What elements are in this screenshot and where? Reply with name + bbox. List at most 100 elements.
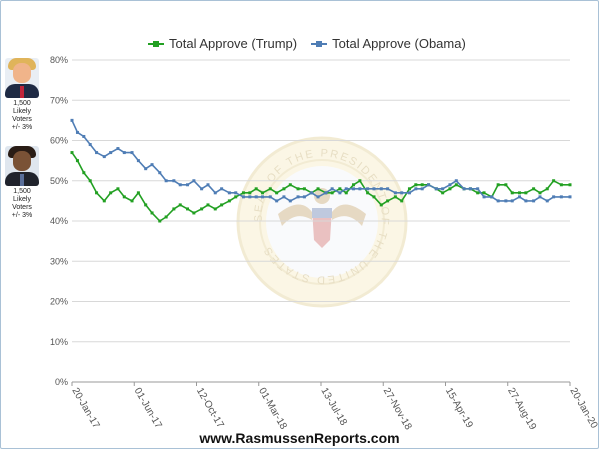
data-point[interactable] bbox=[420, 183, 424, 187]
data-point[interactable] bbox=[358, 187, 362, 191]
data-point[interactable] bbox=[462, 187, 466, 191]
data-point[interactable] bbox=[192, 179, 196, 183]
data-point[interactable] bbox=[330, 191, 334, 195]
data-point[interactable] bbox=[490, 195, 494, 199]
data-point[interactable] bbox=[532, 199, 536, 203]
data-point[interactable] bbox=[122, 151, 126, 155]
data-point[interactable] bbox=[116, 187, 120, 191]
data-point[interactable] bbox=[158, 219, 162, 223]
data-point[interactable] bbox=[407, 191, 411, 195]
data-point[interactable] bbox=[496, 199, 500, 203]
data-point[interactable] bbox=[448, 183, 452, 187]
data-point[interactable] bbox=[241, 191, 245, 195]
data-point[interactable] bbox=[227, 191, 231, 195]
data-point[interactable] bbox=[234, 195, 238, 199]
data-point[interactable] bbox=[468, 187, 472, 191]
data-point[interactable] bbox=[427, 183, 431, 187]
data-point[interactable] bbox=[164, 179, 168, 183]
data-point[interactable] bbox=[482, 191, 486, 195]
data-point[interactable] bbox=[102, 199, 106, 203]
data-point[interactable] bbox=[241, 195, 245, 199]
data-point[interactable] bbox=[186, 183, 190, 187]
data-point[interactable] bbox=[116, 147, 120, 151]
data-point[interactable] bbox=[172, 179, 176, 183]
data-point[interactable] bbox=[366, 191, 370, 195]
data-point[interactable] bbox=[386, 199, 390, 203]
data-point[interactable] bbox=[344, 191, 348, 195]
data-point[interactable] bbox=[330, 187, 334, 191]
data-point[interactable] bbox=[70, 151, 74, 155]
data-point[interactable] bbox=[386, 187, 390, 191]
data-point[interactable] bbox=[82, 171, 86, 175]
data-point[interactable] bbox=[130, 151, 134, 155]
data-point[interactable] bbox=[441, 187, 445, 191]
data-point[interactable] bbox=[518, 195, 522, 199]
data-point[interactable] bbox=[164, 215, 168, 219]
data-point[interactable] bbox=[559, 195, 563, 199]
data-point[interactable] bbox=[282, 195, 286, 199]
data-point[interactable] bbox=[568, 195, 572, 199]
data-point[interactable] bbox=[372, 195, 376, 199]
legend-item-obama[interactable]: Total Approve (Obama) bbox=[311, 36, 466, 51]
data-point[interactable] bbox=[109, 191, 113, 195]
data-point[interactable] bbox=[248, 191, 252, 195]
data-point[interactable] bbox=[552, 195, 556, 199]
data-point[interactable] bbox=[178, 203, 182, 207]
data-point[interactable] bbox=[275, 191, 279, 195]
data-point[interactable] bbox=[448, 187, 452, 191]
data-point[interactable] bbox=[75, 130, 79, 134]
data-point[interactable] bbox=[420, 187, 424, 191]
data-point[interactable] bbox=[200, 207, 204, 211]
data-point[interactable] bbox=[504, 199, 508, 203]
data-point[interactable] bbox=[150, 211, 154, 215]
data-point[interactable] bbox=[268, 195, 272, 199]
data-point[interactable] bbox=[366, 187, 370, 191]
data-point[interactable] bbox=[434, 187, 438, 191]
data-point[interactable] bbox=[234, 191, 238, 195]
data-point[interactable] bbox=[206, 183, 210, 187]
data-point[interactable] bbox=[88, 179, 92, 183]
data-point[interactable] bbox=[206, 203, 210, 207]
data-point[interactable] bbox=[261, 195, 265, 199]
data-point[interactable] bbox=[344, 187, 348, 191]
data-point[interactable] bbox=[75, 159, 79, 163]
data-point[interactable] bbox=[518, 191, 522, 195]
data-point[interactable] bbox=[372, 187, 376, 191]
data-point[interactable] bbox=[538, 191, 542, 195]
data-point[interactable] bbox=[158, 171, 162, 175]
data-point[interactable] bbox=[352, 183, 356, 187]
data-point[interactable] bbox=[559, 183, 563, 187]
data-point[interactable] bbox=[296, 187, 300, 191]
data-point[interactable] bbox=[476, 191, 480, 195]
data-point[interactable] bbox=[136, 191, 140, 195]
data-point[interactable] bbox=[95, 151, 99, 155]
data-point[interactable] bbox=[192, 211, 196, 215]
data-point[interactable] bbox=[144, 167, 148, 171]
data-point[interactable] bbox=[352, 187, 356, 191]
data-point[interactable] bbox=[379, 187, 383, 191]
data-point[interactable] bbox=[109, 151, 113, 155]
data-point[interactable] bbox=[178, 183, 182, 187]
data-point[interactable] bbox=[316, 195, 320, 199]
data-point[interactable] bbox=[248, 195, 252, 199]
data-point[interactable] bbox=[482, 195, 486, 199]
data-point[interactable] bbox=[186, 207, 190, 211]
data-point[interactable] bbox=[496, 183, 500, 187]
data-point[interactable] bbox=[454, 183, 458, 187]
data-point[interactable] bbox=[296, 195, 300, 199]
data-point[interactable] bbox=[338, 191, 342, 195]
data-point[interactable] bbox=[261, 191, 265, 195]
data-point[interactable] bbox=[302, 195, 306, 199]
data-point[interactable] bbox=[122, 195, 126, 199]
data-point[interactable] bbox=[324, 191, 328, 195]
footer-site[interactable]: www.RasmussenReports.com bbox=[199, 430, 400, 446]
data-point[interactable] bbox=[407, 187, 411, 191]
data-point[interactable] bbox=[524, 191, 528, 195]
data-point[interactable] bbox=[150, 163, 154, 167]
data-point[interactable] bbox=[275, 199, 279, 203]
data-point[interactable] bbox=[288, 183, 292, 187]
data-point[interactable] bbox=[524, 199, 528, 203]
data-point[interactable] bbox=[538, 195, 542, 199]
data-point[interactable] bbox=[302, 187, 306, 191]
data-point[interactable] bbox=[70, 118, 74, 122]
